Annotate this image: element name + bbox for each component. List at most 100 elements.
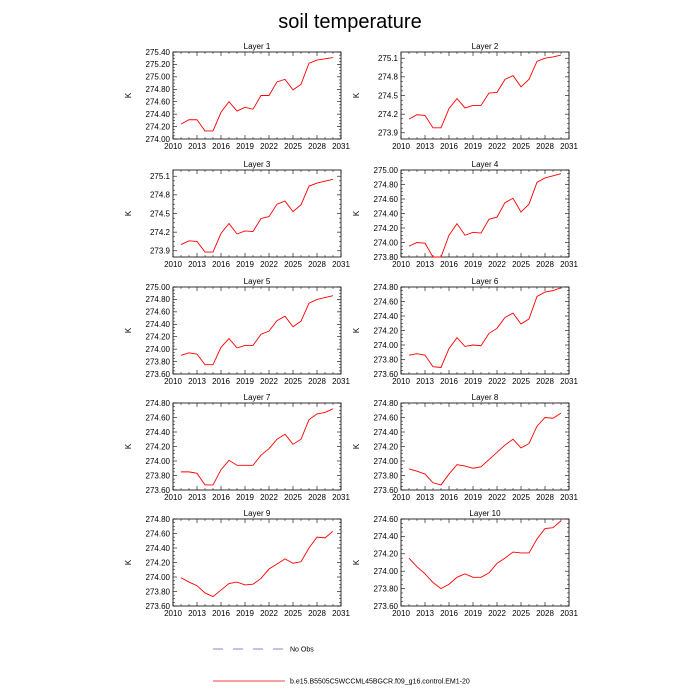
x-tick-label: 2016 xyxy=(212,260,230,269)
x-tick-label: 2022 xyxy=(260,377,278,386)
x-tick-label: 2022 xyxy=(488,142,506,151)
panel-layer-8: Layer 8 274.80 274.60 274.40 274.20 274.00 273… xyxy=(352,393,578,502)
y-tick-label: 274.00 xyxy=(374,567,399,576)
x-tick-label: 2013 xyxy=(416,260,434,269)
x-tick-label: 2022 xyxy=(260,260,278,269)
series-line xyxy=(180,295,334,366)
x-tick-label: 2013 xyxy=(416,493,434,502)
y-axis-label: K xyxy=(124,210,133,216)
y-tick-label: 274.20 xyxy=(374,550,399,559)
y-tick-label: 274.00 xyxy=(146,135,171,144)
panel-title: Layer 5 xyxy=(244,277,271,286)
y-axis-label: K xyxy=(352,210,361,216)
y-axis-label: K xyxy=(352,327,361,333)
y-tick-label: 273.80 xyxy=(146,587,171,596)
y-tick-label: 275.00 xyxy=(146,283,171,292)
x-tick-label: 2031 xyxy=(332,609,350,618)
y-tick-label: 274.40 xyxy=(146,544,171,553)
panel-layer-7: Layer 7 274.80 274.60 274.40 274.20 274.00 273… xyxy=(124,393,350,502)
y-tick-label: 274.2 xyxy=(150,228,171,237)
panel-title: Layer 9 xyxy=(244,509,271,518)
x-tick-label: 2019 xyxy=(464,377,482,386)
panel-title: Layer 2 xyxy=(472,42,499,51)
y-tick-label: 275.00 xyxy=(146,73,171,82)
x-tick-label: 2013 xyxy=(188,493,206,502)
x-tick-label: 2025 xyxy=(284,377,302,386)
panel-title: Layer 10 xyxy=(469,509,501,518)
y-tick-label: 273.60 xyxy=(374,370,399,379)
panel-layer-6: Layer 6 274.80 274.60 274.40 274.20 274.00 273… xyxy=(352,277,578,386)
x-tick-label: 2028 xyxy=(308,260,326,269)
y-tick-label: 273.80 xyxy=(374,471,399,480)
y-tick-label: 273.9 xyxy=(378,129,399,138)
y-tick-label: 274.40 xyxy=(146,320,171,329)
series-line xyxy=(408,287,562,368)
x-tick-label: 2016 xyxy=(440,609,458,618)
y-tick-label: 273.9 xyxy=(150,247,171,256)
x-tick-label: 2031 xyxy=(332,377,350,386)
x-tick-label: 2022 xyxy=(488,609,506,618)
y-tick-label: 274.40 xyxy=(374,209,399,218)
y-tick-label: 274.8 xyxy=(150,191,171,200)
x-tick-label: 2016 xyxy=(212,377,230,386)
y-tick-label: 274.60 xyxy=(146,413,171,422)
y-tick-label: 275.20 xyxy=(146,60,171,69)
x-tick-label: 2016 xyxy=(212,609,230,618)
x-tick-label: 2019 xyxy=(236,609,254,618)
x-tick-label: 2031 xyxy=(560,142,578,151)
x-tick-label: 2031 xyxy=(332,142,350,151)
panel-title: Layer 4 xyxy=(472,160,499,169)
x-tick-label: 2025 xyxy=(512,260,530,269)
x-tick-label: 2016 xyxy=(440,260,458,269)
panel-title: Layer 3 xyxy=(244,160,271,169)
y-tick-label: 274.60 xyxy=(146,529,171,538)
y-tick-label: 274.80 xyxy=(146,515,171,524)
panel-title: Layer 8 xyxy=(472,393,499,402)
y-tick-label: 274.80 xyxy=(374,180,399,189)
x-tick-label: 2013 xyxy=(188,260,206,269)
y-tick-label: 274.00 xyxy=(146,573,171,582)
y-tick-label: 275.1 xyxy=(150,172,171,181)
x-tick-label: 2025 xyxy=(512,142,530,151)
x-tick-label: 2031 xyxy=(332,260,350,269)
y-tick-label: 274.5 xyxy=(150,209,171,218)
x-tick-label: 2022 xyxy=(488,377,506,386)
y-tick-label: 274.40 xyxy=(146,110,171,119)
y-tick-label: 274.00 xyxy=(374,457,399,466)
y-tick-label: 274.8 xyxy=(378,73,399,82)
y-tick-label: 275.1 xyxy=(378,54,399,63)
x-tick-label: 2010 xyxy=(392,609,410,618)
x-tick-label: 2025 xyxy=(284,493,302,502)
y-tick-label: 274.80 xyxy=(374,399,399,408)
plot-frame xyxy=(400,51,570,140)
y-tick-label: 274.60 xyxy=(374,297,399,306)
x-tick-label: 2028 xyxy=(536,142,554,151)
x-tick-label: 2013 xyxy=(188,609,206,618)
y-axis-label: K xyxy=(124,559,133,565)
y-tick-label: 274.5 xyxy=(378,91,399,100)
y-tick-label: 274.40 xyxy=(146,428,171,437)
x-tick-label: 2016 xyxy=(440,493,458,502)
y-axis-label: K xyxy=(124,327,133,333)
plot-frame xyxy=(400,169,570,258)
y-tick-label: 274.2 xyxy=(378,110,399,119)
x-tick-label: 2019 xyxy=(464,609,482,618)
series-line xyxy=(181,408,334,486)
y-tick-label: 273.80 xyxy=(374,355,399,364)
x-tick-label: 2016 xyxy=(212,493,230,502)
panel-title: Layer 7 xyxy=(244,393,271,402)
x-tick-label: 2019 xyxy=(236,260,254,269)
x-tick-label: 2022 xyxy=(488,493,506,502)
x-tick-label: 2022 xyxy=(260,493,278,502)
y-tick-label: 274.20 xyxy=(374,224,399,233)
x-tick-label: 2022 xyxy=(260,609,278,618)
x-tick-label: 2022 xyxy=(488,260,506,269)
y-tick-label: 274.00 xyxy=(374,341,399,350)
x-tick-label: 2016 xyxy=(440,377,458,386)
panel-title: Layer 1 xyxy=(244,42,271,51)
plot-frame xyxy=(172,518,342,607)
x-tick-label: 2031 xyxy=(560,377,578,386)
y-tick-label: 274.60 xyxy=(146,308,171,317)
legend-no-obs-label: No Obs xyxy=(290,647,314,654)
x-tick-label: 2028 xyxy=(536,493,554,502)
